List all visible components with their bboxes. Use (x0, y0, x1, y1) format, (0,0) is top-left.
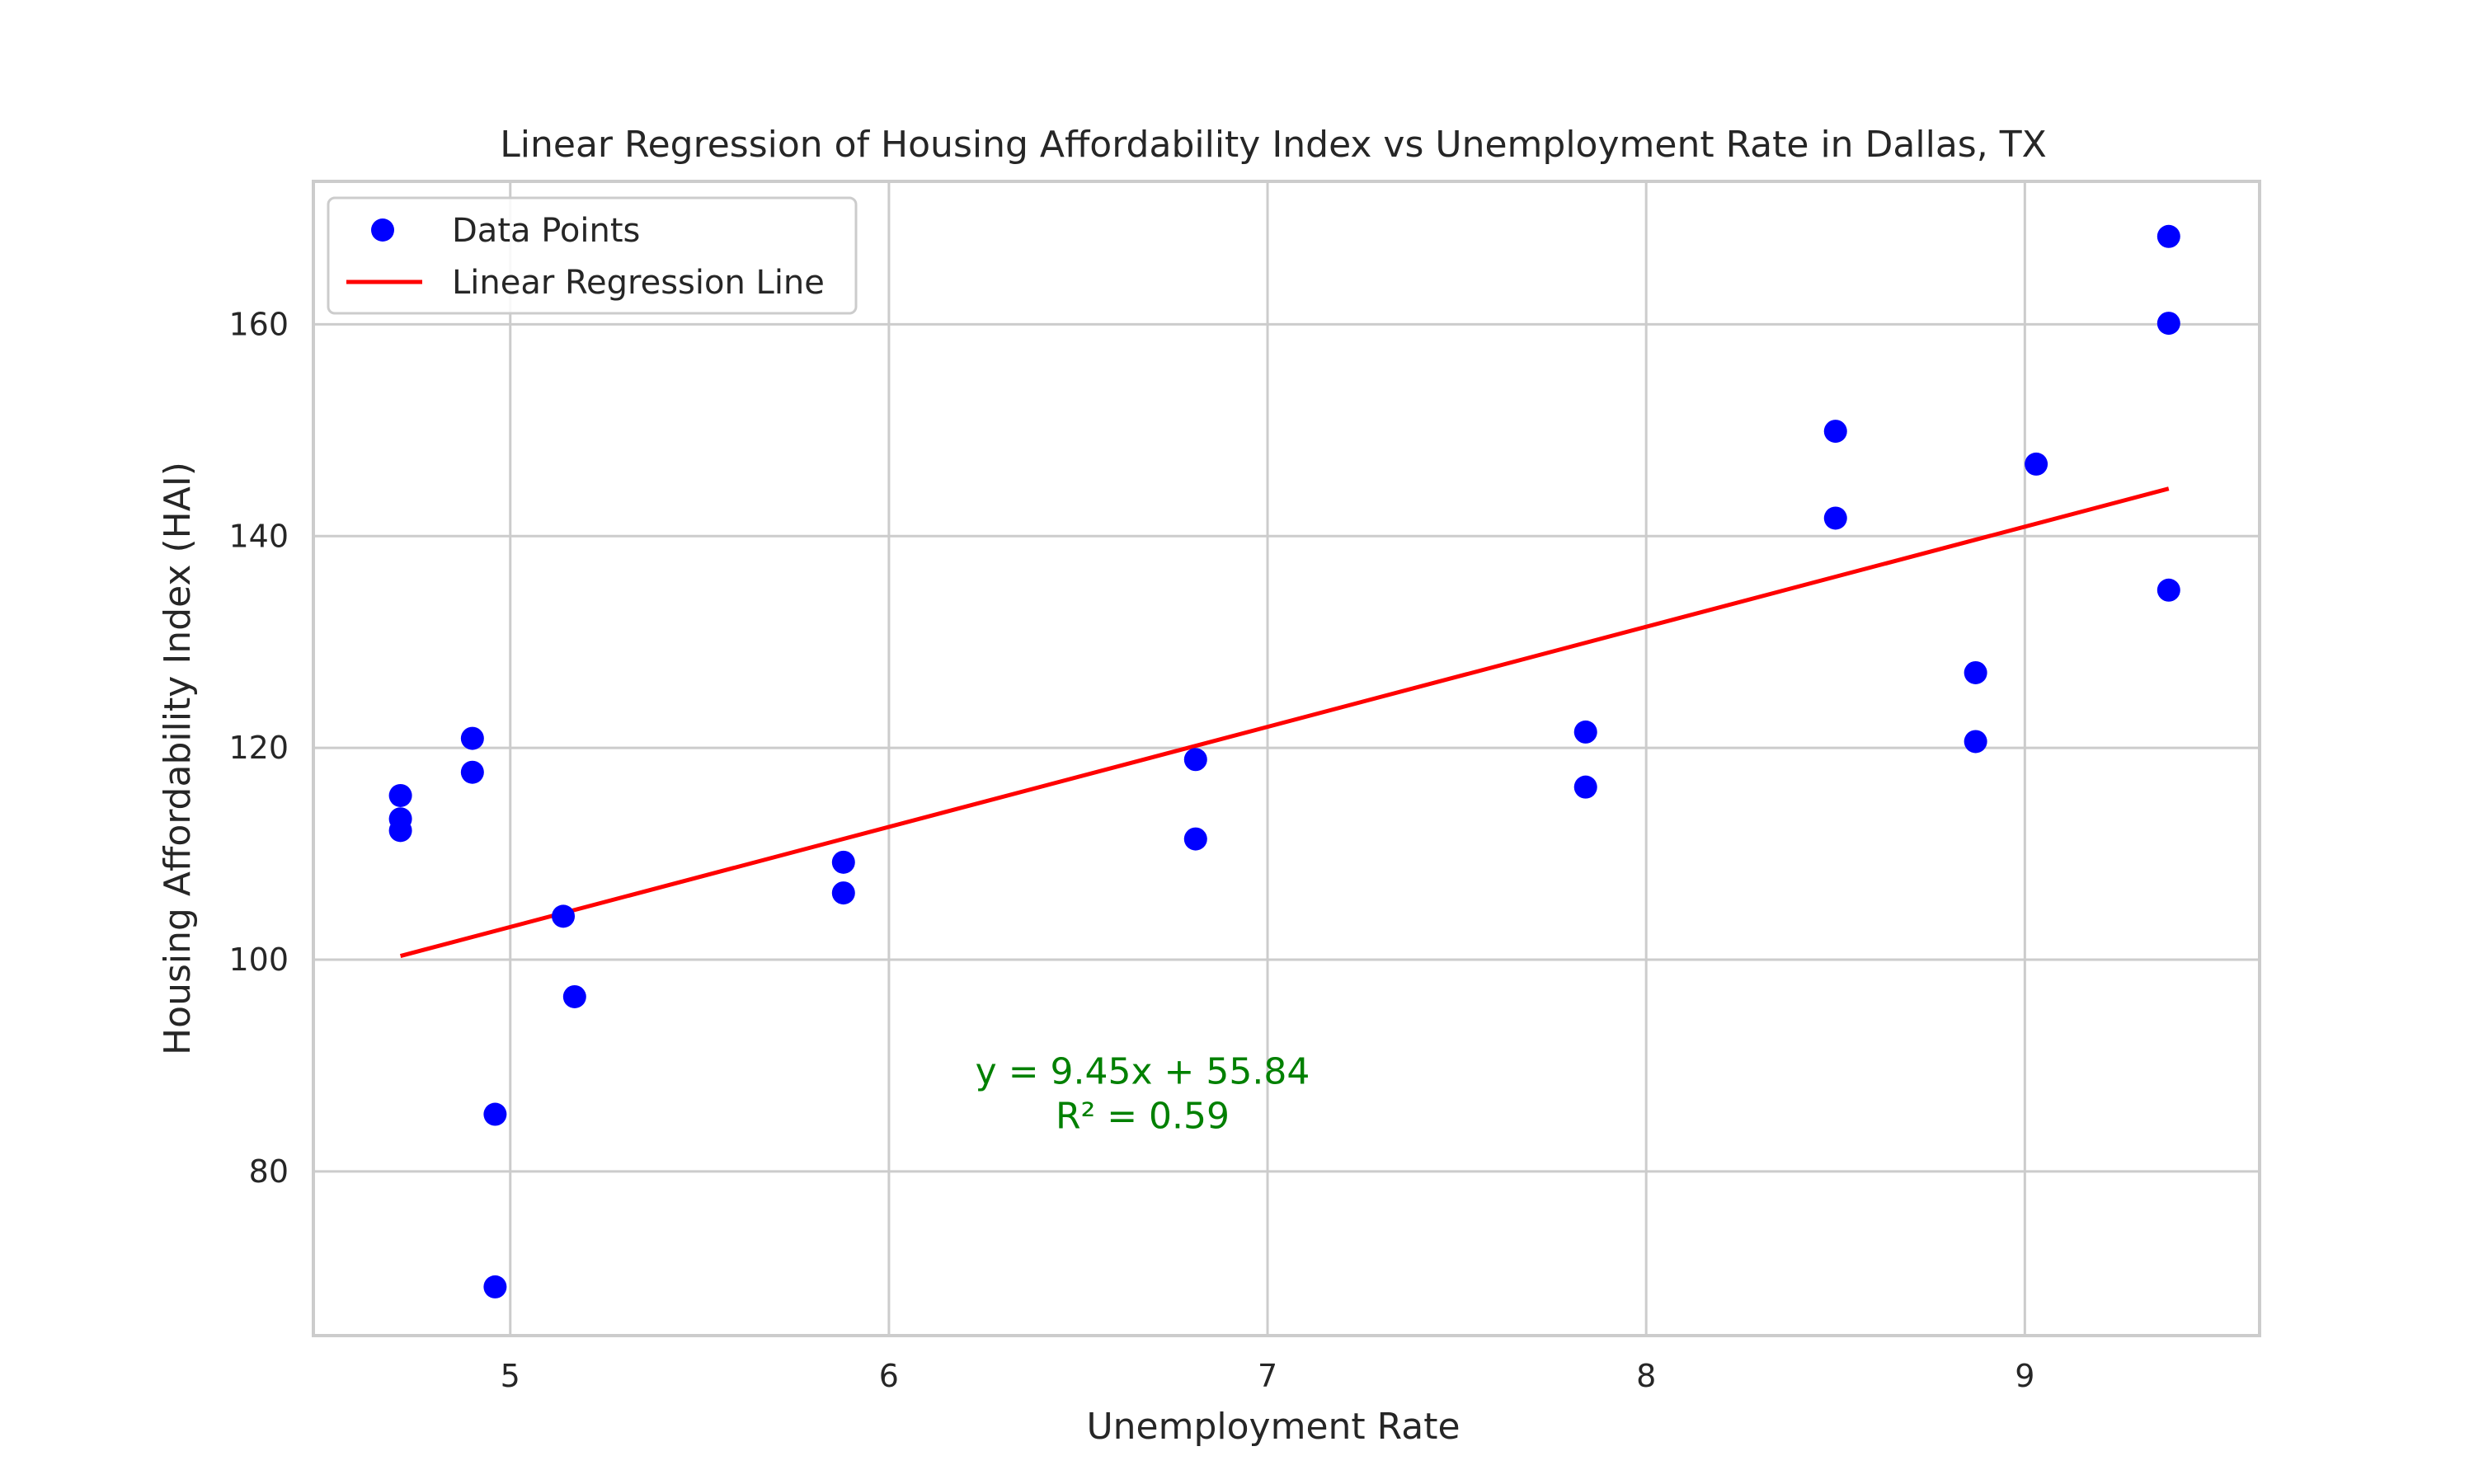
legend: Data Points Linear Regression Line (327, 196, 858, 315)
data-point (388, 783, 412, 807)
data-points (388, 224, 2180, 1298)
data-point (1823, 506, 1847, 530)
data-point (460, 726, 484, 750)
data-point (1573, 775, 1597, 799)
y-axis-label: Housing Affordability Index (HAI) (157, 462, 199, 1055)
data-point (831, 881, 855, 905)
data-point (2157, 578, 2180, 602)
x-tick-label: 9 (2015, 1358, 2034, 1394)
data-point (483, 1275, 507, 1298)
data-point (831, 850, 855, 874)
data-point (1964, 730, 1987, 754)
data-point (2025, 452, 2048, 476)
data-point (552, 904, 576, 928)
legend-label-data-points: Data Points (452, 212, 640, 250)
data-point (460, 760, 484, 784)
regression-equation-annotation: y = 9.45x + 55.84 R² = 0.59 (976, 1051, 1310, 1138)
x-tick-label: 8 (1636, 1358, 1656, 1394)
plot-frame (312, 180, 2261, 1337)
regression-equation: y = 9.45x + 55.84 (976, 1051, 1310, 1093)
data-point (2157, 224, 2180, 248)
data-point (388, 819, 412, 843)
data-point (1183, 748, 1207, 772)
data-point (2157, 312, 2180, 336)
y-tick-label: 140 (228, 518, 289, 554)
x-tick-label: 7 (1258, 1358, 1277, 1394)
data-point (562, 984, 586, 1008)
y-tick-label: 100 (228, 942, 289, 978)
y-tick-label: 120 (228, 730, 289, 766)
y-tick-label: 80 (249, 1153, 289, 1190)
y-tick-labels: 80 100 120 140 160 (228, 306, 289, 1190)
data-point (1823, 420, 1847, 444)
data-point (1183, 827, 1207, 851)
data-point (1964, 660, 1987, 684)
x-tick-labels: 5 6 7 8 9 (501, 1358, 2035, 1394)
grid (313, 181, 2260, 1336)
legend-marker-data-points (371, 218, 394, 242)
legend-label-regression-line: Linear Regression Line (452, 264, 825, 302)
data-point (483, 1102, 507, 1126)
regression-line (399, 486, 2170, 958)
x-axis-label: Unemployment Rate (1086, 1406, 1460, 1448)
regression-line-group (399, 486, 2170, 958)
x-tick-label: 5 (501, 1358, 520, 1394)
chart-title: Linear Regression of Housing Affordabili… (500, 124, 2046, 166)
data-point (1573, 720, 1597, 744)
y-tick-label: 160 (228, 306, 289, 342)
legend-box (327, 196, 858, 315)
x-tick-label: 6 (879, 1358, 899, 1394)
r-squared-value: R² = 0.59 (1056, 1096, 1230, 1138)
